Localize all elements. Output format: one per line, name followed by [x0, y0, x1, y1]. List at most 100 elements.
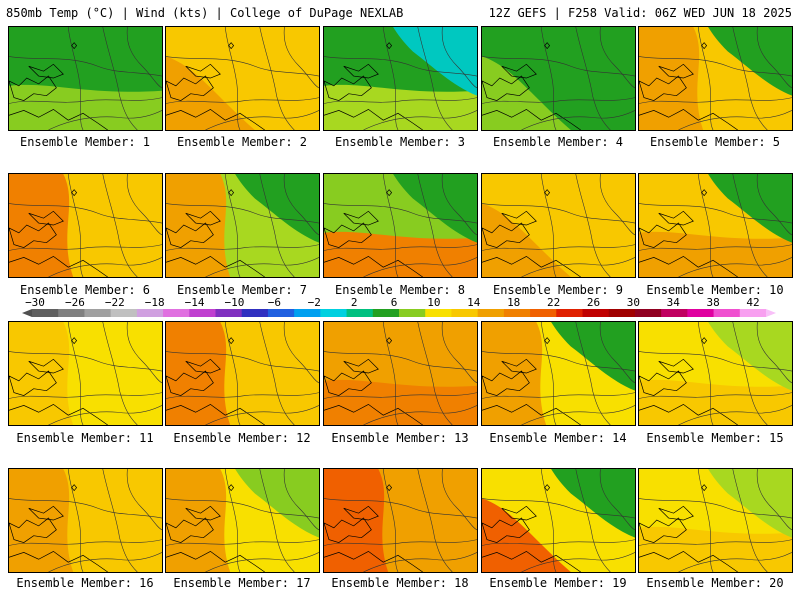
colorbar-segment: [189, 309, 216, 317]
streamline: [48, 552, 162, 572]
streamline: [9, 97, 162, 104]
streamline: [205, 110, 319, 130]
warm-region: [324, 231, 477, 277]
location-marker: [228, 337, 235, 345]
ensemble-member-label: Ensemble Member: 1: [19, 135, 151, 149]
colorbar-tick-label: 14: [467, 296, 481, 309]
ensemble-map-panel: [323, 321, 478, 426]
colorbar-segment: [530, 309, 557, 317]
streamline: [697, 469, 714, 572]
ensemble-map-panel: [323, 173, 478, 278]
colorbar-tick-label: 30: [626, 296, 640, 309]
colorbar-tick-label: −2: [307, 296, 321, 309]
location-marker: [701, 484, 708, 492]
ensemble-map-panel: [323, 468, 478, 573]
ensemble-map-panel: [323, 26, 478, 131]
colorbar-segment: [634, 309, 662, 317]
streamline: [166, 351, 319, 372]
streamline: [599, 27, 635, 89]
streamline: [697, 174, 714, 277]
location-marker: [71, 42, 78, 50]
warm-region: [9, 469, 74, 572]
streamline: [126, 27, 162, 89]
streamline: [639, 539, 792, 546]
streamline: [756, 469, 792, 531]
streamline: [48, 405, 162, 425]
streamline: [599, 322, 635, 384]
coastline: [639, 505, 738, 572]
streamline: [363, 257, 477, 277]
streamline: [224, 174, 241, 277]
streamline: [482, 351, 635, 372]
streamline: [540, 322, 557, 425]
streamline: [441, 27, 477, 89]
coastline: [482, 210, 581, 277]
streamline: [756, 322, 792, 384]
colorbar-segment: [110, 309, 138, 317]
colorbar-tick-label: −22: [104, 296, 125, 309]
cool-region: [393, 27, 477, 96]
ensemble-member-label: Ensemble Member: 11: [16, 431, 154, 445]
colorbar-right-arrow: [766, 309, 776, 317]
streamline: [324, 244, 477, 251]
streamline: [9, 498, 162, 519]
streamline: [575, 174, 611, 277]
location-marker: [701, 42, 708, 50]
streamline: [540, 27, 557, 130]
warm-region: [324, 379, 477, 425]
warm-region: [482, 322, 547, 425]
streamline: [126, 469, 162, 531]
colorbar-tick-label: 6: [390, 296, 398, 309]
warm-region: [324, 84, 477, 130]
coastline: [324, 63, 423, 130]
streamline: [639, 56, 792, 77]
location-marker: [386, 337, 393, 345]
streamline: [9, 56, 162, 77]
streamline: [382, 322, 399, 425]
streamline: [9, 392, 162, 399]
streamline: [283, 469, 319, 531]
cool-region: [551, 469, 635, 538]
colorbar-segment: [267, 309, 295, 317]
streamline: [575, 322, 611, 425]
colorbar-segment: [739, 309, 766, 317]
colorbar-segment: [163, 309, 190, 317]
ensemble-map-panel: [8, 26, 163, 131]
colorbar-segment: [320, 309, 348, 317]
streamline: [732, 322, 768, 425]
streamline: [259, 322, 295, 425]
streamline: [599, 174, 635, 236]
ensemble-member-label: Ensemble Member: 15: [646, 431, 784, 445]
streamline: [639, 498, 792, 519]
warm-region: [639, 526, 792, 572]
warm-region: [639, 231, 792, 277]
streamline: [639, 351, 792, 372]
ensemble-member-label: Ensemble Member: 4: [492, 135, 624, 149]
streamline: [48, 110, 162, 130]
streamline: [482, 203, 635, 224]
streamline: [205, 552, 319, 572]
colorbar-left-arrow: [22, 309, 32, 317]
streamline: [732, 174, 768, 277]
coastline: [324, 210, 423, 277]
streamline: [283, 27, 319, 89]
streamline: [639, 203, 792, 224]
streamline: [102, 469, 138, 572]
colorbar-tick-label: −30: [25, 296, 45, 309]
coastline: [166, 505, 265, 572]
coastline: [639, 210, 738, 277]
location-marker: [71, 189, 78, 197]
colorbar-segment: [687, 309, 715, 317]
location-marker: [386, 42, 393, 50]
cool-region: [551, 322, 635, 391]
streamline: [324, 498, 477, 519]
colorbar-segment: [136, 309, 164, 317]
streamline: [324, 97, 477, 104]
ensemble-map-panel: [638, 321, 793, 426]
colorbar-tick-label: 34: [666, 296, 680, 309]
streamline: [102, 27, 138, 130]
warm-region: [482, 203, 571, 277]
location-marker: [228, 189, 235, 197]
colorbar-tick-label: −6: [267, 296, 281, 309]
location-marker: [701, 189, 708, 197]
